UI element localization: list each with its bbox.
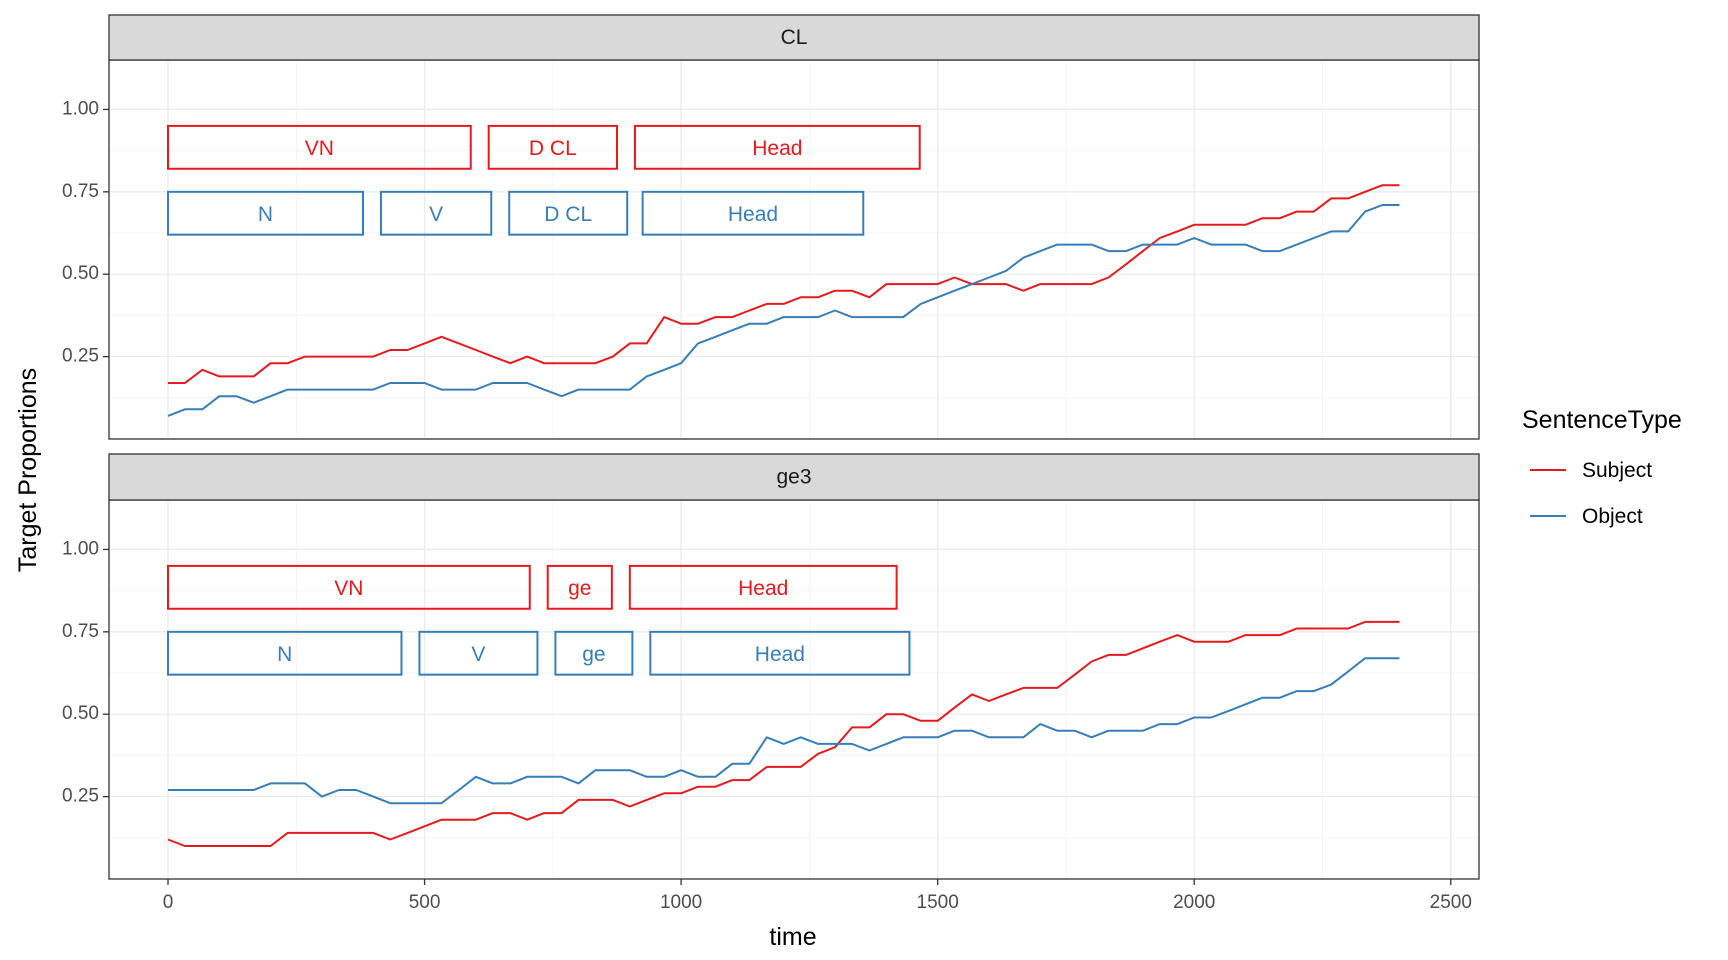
segment-box bbox=[167, 124, 472, 170]
series-line-subject bbox=[168, 184, 1400, 384]
y-tick-label: 0.50 bbox=[62, 703, 99, 724]
x-tick-label: 1000 bbox=[660, 892, 702, 913]
segment-box bbox=[546, 564, 613, 610]
segment-label: VN bbox=[334, 577, 363, 600]
segment-box bbox=[167, 630, 403, 676]
x-tick-label: 0 bbox=[163, 892, 174, 913]
legend-label-subject: Subject bbox=[1582, 459, 1652, 482]
segment-label: VN bbox=[305, 137, 334, 160]
segment-object-n: N bbox=[167, 190, 364, 236]
strip-label-ge3: ge3 bbox=[776, 466, 811, 489]
strip-background bbox=[108, 453, 1480, 501]
y-tick-label: 0.75 bbox=[62, 181, 99, 202]
segment-box bbox=[628, 564, 898, 610]
segment-box bbox=[649, 630, 911, 676]
segment-box bbox=[379, 190, 493, 236]
segment-object-n: N bbox=[167, 630, 403, 676]
series-line-object bbox=[168, 657, 1400, 805]
series-line-object bbox=[167, 204, 1400, 417]
segment-label: V bbox=[471, 643, 485, 666]
segment-box bbox=[487, 124, 618, 170]
y-tick-label: 0.75 bbox=[62, 621, 99, 642]
y-axis-title: Target Proportions bbox=[14, 368, 42, 572]
legend-label-object: Object bbox=[1582, 505, 1643, 528]
segment-object-head: Head bbox=[641, 190, 865, 236]
segment-label: D CL bbox=[544, 203, 592, 226]
x-axis: 0 500 1000 1500 2000 2500 bbox=[163, 879, 1472, 913]
x-tick-label: 1500 bbox=[917, 892, 959, 913]
segment-label: ge bbox=[582, 643, 605, 666]
legend-title: SentenceType bbox=[1522, 406, 1682, 434]
segment-label: V bbox=[429, 203, 443, 226]
segment-object-v: V bbox=[418, 630, 539, 676]
segment-box bbox=[167, 190, 364, 236]
segment-label: Head bbox=[752, 137, 802, 160]
x-axis-title: time bbox=[769, 923, 816, 951]
y-tick-label: 0.25 bbox=[62, 346, 99, 367]
segment-label: Head bbox=[728, 203, 778, 226]
panel-cl: VN D CL Head N V D CL Head CL 0.25 0.50 0.75 1.00 bbox=[62, 14, 1480, 440]
x-tick-label: 500 bbox=[409, 892, 441, 913]
segment-subject-d-cl: D CL bbox=[487, 124, 618, 170]
segment-label: Head bbox=[755, 643, 805, 666]
strip-label-cl: CL bbox=[781, 26, 808, 49]
segment-box bbox=[641, 190, 865, 236]
segment-label: N bbox=[258, 203, 273, 226]
segment-subject-vn: VN bbox=[167, 124, 472, 170]
segment-label: N bbox=[277, 643, 292, 666]
y-tick-label: 1.00 bbox=[62, 538, 99, 559]
segment-subject-ge: ge bbox=[546, 564, 613, 610]
y-tick-label: 1.00 bbox=[62, 98, 99, 119]
segment-box bbox=[418, 630, 539, 676]
segment-object-ge: ge bbox=[554, 630, 634, 676]
panel-background bbox=[109, 60, 1479, 439]
segment-label: Head bbox=[738, 577, 788, 600]
segment-object-head: Head bbox=[649, 630, 911, 676]
strip-background bbox=[108, 14, 1480, 61]
series-line-subject bbox=[167, 620, 1400, 847]
x-tick-label: 2500 bbox=[1430, 892, 1472, 913]
segment-box bbox=[633, 124, 921, 170]
segment-subject-head: Head bbox=[633, 124, 921, 170]
segment-label: D CL bbox=[529, 137, 577, 160]
y-tick-label: 0.50 bbox=[62, 263, 99, 284]
segment-subject-vn: VN bbox=[167, 564, 531, 610]
panel-background bbox=[109, 500, 1479, 879]
y-tick-label: 0.25 bbox=[62, 786, 99, 807]
segment-label: ge bbox=[568, 577, 591, 600]
x-tick-label: 2000 bbox=[1173, 892, 1215, 913]
segment-object-d-cl: D CL bbox=[508, 190, 629, 236]
segment-box bbox=[167, 564, 531, 610]
segment-object-v: V bbox=[379, 190, 493, 236]
segment-box bbox=[554, 630, 634, 676]
segment-subject-head: Head bbox=[628, 564, 898, 610]
legend: SentenceType Subject Object bbox=[1522, 406, 1682, 528]
segment-box bbox=[508, 190, 629, 236]
